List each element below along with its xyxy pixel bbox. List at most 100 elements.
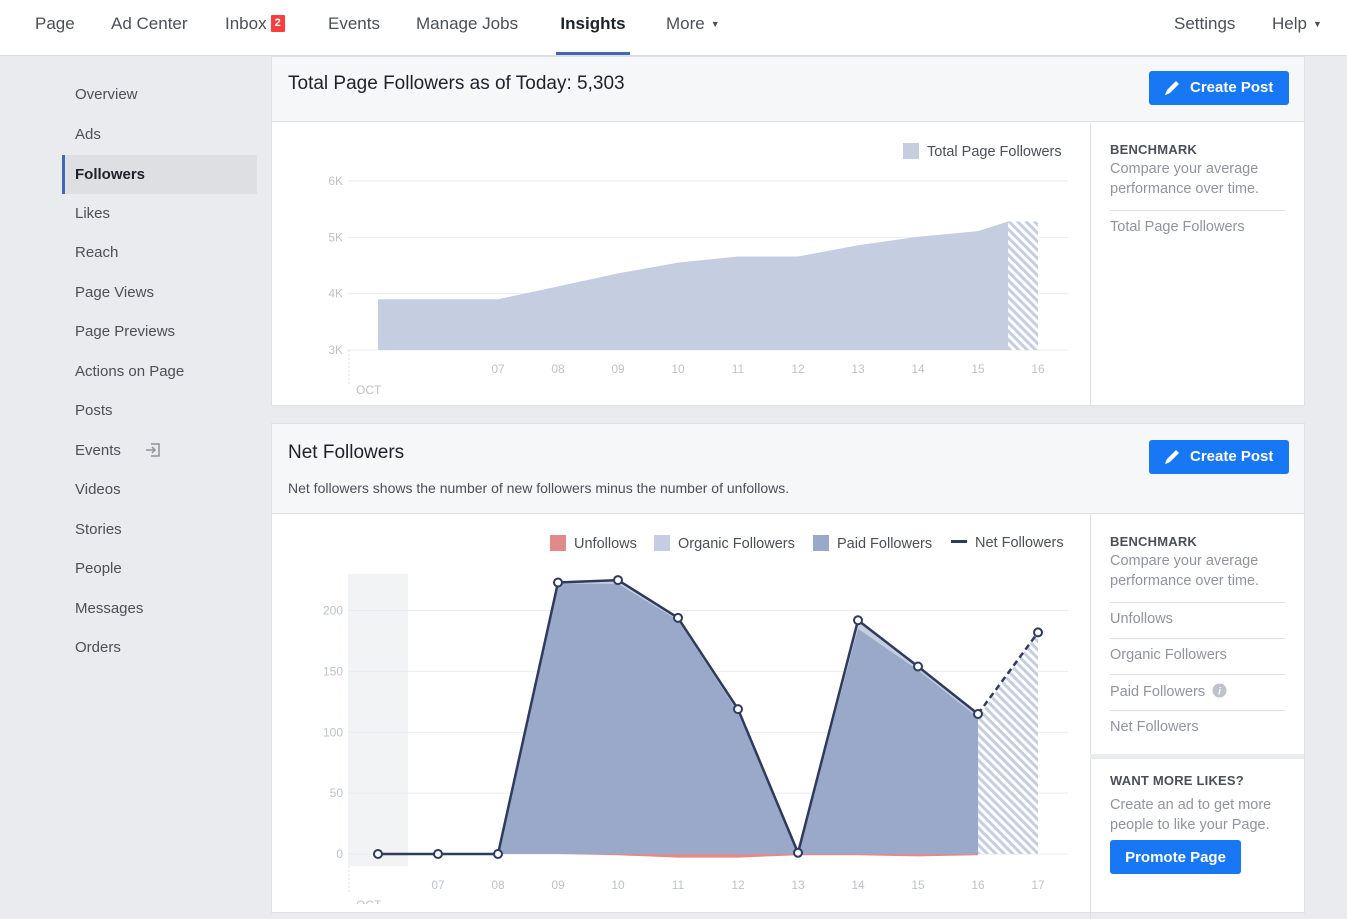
legend-total-page-followers[interactable]: Total Page Followers <box>903 143 1062 160</box>
legend-organic-followers[interactable]: Organic Followers <box>654 535 795 552</box>
sidebar-item-stories[interactable]: Stories <box>75 521 122 538</box>
nav-help[interactable]: Help ▼ <box>1272 0 1322 55</box>
info-icon[interactable]: i <box>1212 683 1227 698</box>
nav-events[interactable]: Events <box>328 14 380 33</box>
y-tick-label: 6K <box>328 174 343 188</box>
promo-title: WANT MORE LIKES? <box>1110 773 1244 788</box>
benchmark-panel: BENCHMARK Compare your average performan… <box>1090 123 1304 406</box>
benchmark-link-organic-followers[interactable]: Organic Followers <box>1110 638 1285 663</box>
x-month-label: OCT <box>356 898 382 904</box>
sidebar-item-posts[interactable]: Posts <box>75 402 113 419</box>
sidebar-item-videos[interactable]: Videos <box>75 481 121 498</box>
y-tick-label: 4K <box>328 287 343 301</box>
sidebar-item-messages[interactable]: Messages <box>75 600 144 617</box>
nav-settings[interactable]: Settings <box>1174 14 1236 33</box>
nav-inbox-label: Inbox <box>225 14 267 33</box>
nav-help-label: Help <box>1272 14 1307 33</box>
area-partial-day <box>978 632 1038 854</box>
chevron-down-icon: ▼ <box>710 19 720 29</box>
legend-net-followers[interactable]: Net Followers <box>951 535 1064 551</box>
net-followers-description: Net followers shows the number of new fo… <box>288 480 790 496</box>
area-unfollows <box>378 854 978 858</box>
sidebar-item-page-views[interactable]: Page Views <box>75 284 154 301</box>
sidebar-item-orders[interactable]: Orders <box>75 639 121 656</box>
net-followers-point <box>373 849 383 859</box>
highlight-band <box>348 574 408 866</box>
net-followers-header: Net Followers Net followers shows the nu… <box>272 424 1304 514</box>
net-followers-point <box>973 709 983 719</box>
net-followers-point <box>433 849 443 859</box>
net-followers-point <box>553 577 563 588</box>
promote-page-button[interactable]: Promote Page <box>1110 840 1241 874</box>
legend-swatch <box>813 535 829 551</box>
nav-manage-jobs[interactable]: Manage Jobs <box>416 14 519 33</box>
benchmark-title: BENCHMARK <box>1110 534 1198 549</box>
area-paid-followers <box>378 583 978 854</box>
x-tick-label: 15 <box>971 362 985 376</box>
line-net-followers-projected <box>976 631 1040 715</box>
y-tick-label: 150 <box>323 664 343 678</box>
x-tick-label: 12 <box>791 362 805 376</box>
x-tick-label: 12 <box>731 878 745 892</box>
area-partial-day <box>1008 221 1038 350</box>
top-navigation: Page Ad Center Inbox 2 Events Manage Jobs… <box>0 0 1347 56</box>
sidebar-item-ads[interactable]: Ads <box>75 126 101 143</box>
sidebar-item-actions-on-page[interactable]: Actions on Page <box>75 363 185 380</box>
y-tick-label: 50 <box>330 786 344 800</box>
total-followers-title: Total Page Followers as of Today: 5,303 <box>288 73 625 94</box>
nav-insights[interactable]: Insights <box>556 0 630 55</box>
total-followers-panel: Total Page Followers as of Today: 5,303 … <box>271 56 1305 406</box>
benchmark-link-unfollows[interactable]: Unfollows <box>1110 602 1285 627</box>
nav-page[interactable]: Page <box>35 14 75 33</box>
inbox-badge: 2 <box>269 14 286 33</box>
nav-inbox[interactable]: Inbox 2 <box>225 0 286 55</box>
sidebar-item-likes[interactable]: Likes <box>75 205 111 222</box>
legend-label: Total Page Followers <box>927 144 1062 160</box>
sidebar-item-followers[interactable]: Followers <box>62 155 257 194</box>
benchmark-link-total-page-followers[interactable]: Total Page Followers <box>1110 210 1285 235</box>
x-tick-label: 16 <box>971 878 985 892</box>
sidebar-item-overview[interactable]: Overview <box>75 86 138 103</box>
legend-label: Organic Followers <box>678 536 795 552</box>
benchmark-panel: BENCHMARK Compare your average performan… <box>1090 514 1304 754</box>
x-tick-label: 14 <box>911 362 925 376</box>
nav-ad-center[interactable]: Ad Center <box>111 14 188 33</box>
x-tick-label: 11 <box>672 878 685 892</box>
legend-label: Net Followers <box>975 535 1064 551</box>
net-followers-point <box>733 704 743 715</box>
x-tick-label: 15 <box>911 878 925 892</box>
legend-label: Paid Followers <box>837 536 933 552</box>
external-link-icon <box>146 443 160 457</box>
sidebar-item-events[interactable]: Events <box>62 431 257 470</box>
net-followers-panel: Net Followers Net followers shows the nu… <box>271 423 1305 919</box>
legend-line <box>951 540 967 543</box>
sidebar-item-reach[interactable]: Reach <box>75 244 119 261</box>
area-total-page-followers <box>378 221 1008 350</box>
create-post-button[interactable]: Create Post <box>1149 440 1289 474</box>
nav-more[interactable]: More ▼ <box>666 0 720 55</box>
promo-description: Create an ad to get more people to like … <box>1110 797 1272 833</box>
net-followers-title: Net Followers <box>288 442 405 463</box>
create-post-label: Create Post <box>1190 448 1274 465</box>
benchmark-description: Compare your average performance over ti… <box>1110 553 1260 589</box>
benchmark-link-net-followers[interactable]: Net Followers <box>1110 710 1285 735</box>
x-tick-label: 08 <box>491 878 505 892</box>
legend-unfollows[interactable]: Unfollows <box>550 535 637 552</box>
promo-panel: WANT MORE LIKES? Create an ad to get mor… <box>1090 759 1304 919</box>
x-tick-label: 10 <box>611 878 625 892</box>
create-post-button[interactable]: Create Post <box>1149 71 1289 105</box>
sidebar-item-people[interactable]: People <box>75 560 122 577</box>
y-tick-label: 0 <box>336 847 343 861</box>
legend-swatch <box>903 143 919 159</box>
legend-paid-followers[interactable]: Paid Followers <box>813 535 932 552</box>
x-month-label: OCT <box>356 383 382 397</box>
sidebar-item-page-previews[interactable]: Page Previews <box>75 323 176 340</box>
net-followers-point <box>853 615 863 626</box>
x-tick-label: 13 <box>791 878 805 892</box>
net-followers-point <box>913 661 923 672</box>
net-followers-point <box>1033 627 1043 638</box>
x-tick-label: 09 <box>551 878 565 892</box>
benchmark-link-paid-followers[interactable]: Paid Followers i <box>1110 674 1285 700</box>
pencil-icon <box>1165 450 1179 464</box>
benchmark-title: BENCHMARK <box>1110 142 1198 157</box>
